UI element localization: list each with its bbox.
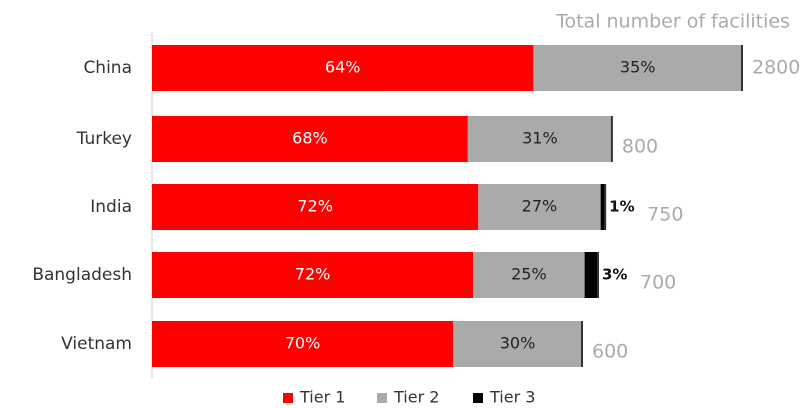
bar-segment <box>473 252 585 298</box>
legend-label: Tier 2 <box>393 388 439 407</box>
total-label: 800 <box>622 136 658 158</box>
legend-label: Tier 3 <box>489 388 535 407</box>
bar-segment <box>467 116 612 162</box>
value-label: 31% <box>522 129 558 148</box>
value-label: 64% <box>325 58 361 77</box>
bar-segment <box>152 321 453 367</box>
total-label: 750 <box>647 204 683 226</box>
value-label: 30% <box>500 334 536 353</box>
value-label: 1% <box>609 198 634 216</box>
legend-swatch <box>377 393 387 403</box>
value-label: 27% <box>522 197 558 216</box>
category-label: China <box>83 58 132 78</box>
value-label: 35% <box>620 58 656 77</box>
bar-segment <box>600 184 606 230</box>
legend-swatch <box>283 393 293 403</box>
totals-title: Total number of facilities <box>555 11 790 33</box>
value-label: 72% <box>297 197 333 216</box>
bar-segment <box>152 116 468 162</box>
value-label: 68% <box>292 129 328 148</box>
total-label: 2800 <box>752 57 800 79</box>
bar-segment <box>152 45 534 91</box>
category-label: India <box>90 197 132 217</box>
legend-label: Tier 1 <box>299 388 345 407</box>
legend-swatch <box>473 393 483 403</box>
bar-segment <box>533 45 742 91</box>
bar-segment <box>478 184 601 230</box>
category-label: Bangladesh <box>32 265 132 285</box>
value-label: 70% <box>285 334 321 353</box>
value-label: 72% <box>295 265 331 284</box>
category-label: Turkey <box>76 129 132 149</box>
value-label: 25% <box>511 265 547 284</box>
value-label: 3% <box>602 266 627 284</box>
bar-segment <box>453 321 582 367</box>
total-label: 600 <box>592 341 628 363</box>
category-label: Vietnam <box>61 334 132 354</box>
total-label: 700 <box>640 272 676 294</box>
bar-segment <box>584 252 599 298</box>
bar-segment <box>152 184 479 230</box>
bar-segment <box>152 252 474 298</box>
